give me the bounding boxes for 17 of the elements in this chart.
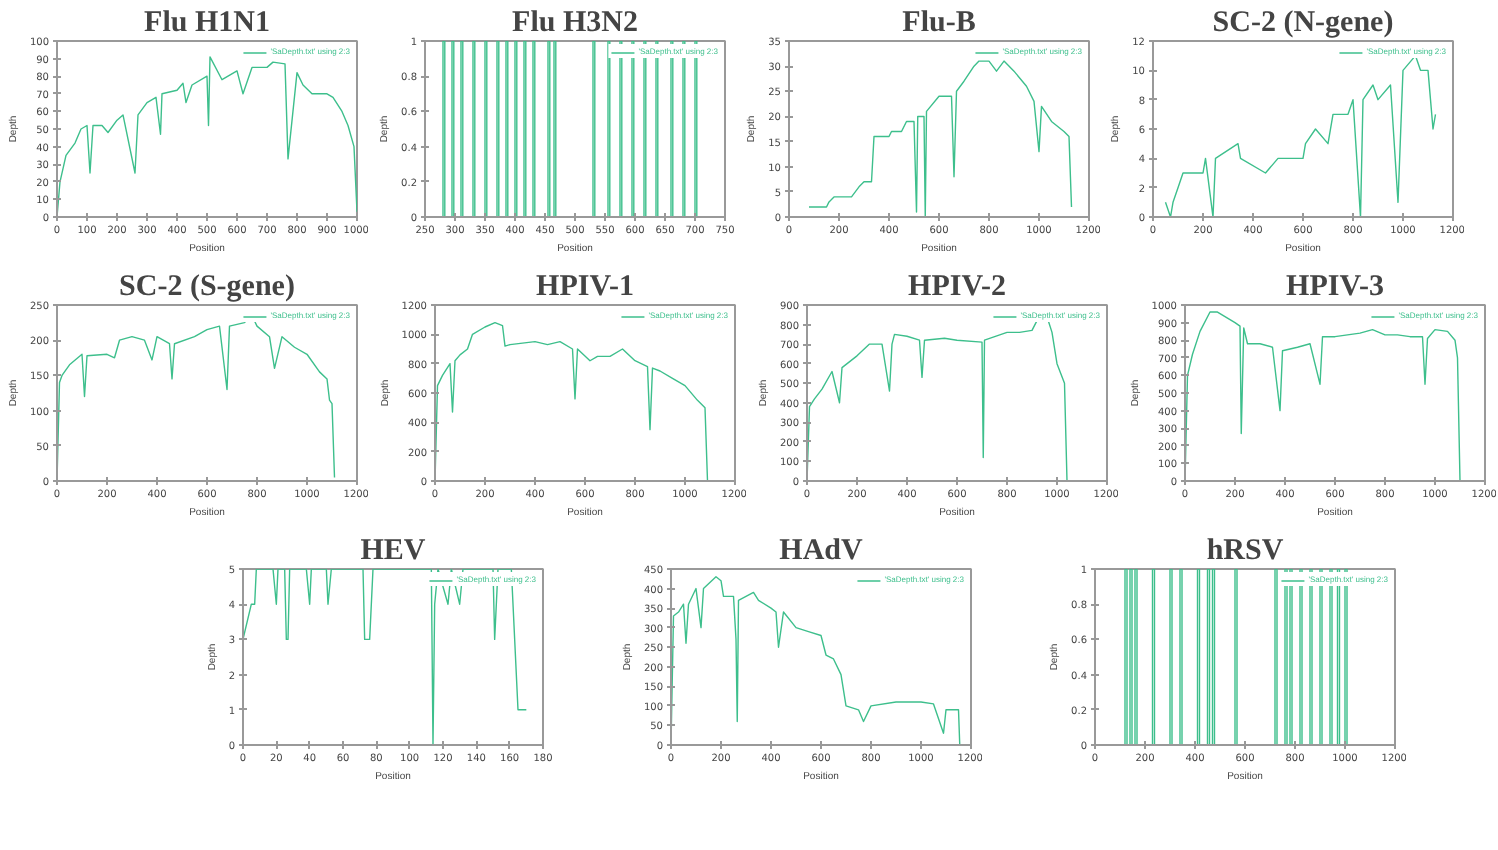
line-series (808, 60, 1073, 217)
chart-title: Flu-B (902, 7, 976, 39)
line-series (671, 576, 961, 745)
chart-title: Flu H1N1 (144, 7, 270, 39)
chart-title: SC-2 (S-gene) (119, 271, 295, 303)
chart-title: Flu H3N2 (512, 7, 638, 39)
chart-title: HEV (360, 535, 426, 567)
chart-title: HPIV-1 (536, 271, 634, 303)
line-series (1164, 54, 1437, 217)
line-series (57, 56, 357, 217)
chart-title: hRSV (1206, 535, 1284, 567)
chart-title: SC-2 (N-gene) (1212, 7, 1394, 39)
line-series (435, 321, 709, 481)
chart-title: HAdV (779, 535, 864, 567)
chart-title: HPIV-3 (1286, 271, 1384, 303)
line-series (1185, 311, 1461, 481)
chart-title: HPIV-2 (908, 271, 1006, 303)
